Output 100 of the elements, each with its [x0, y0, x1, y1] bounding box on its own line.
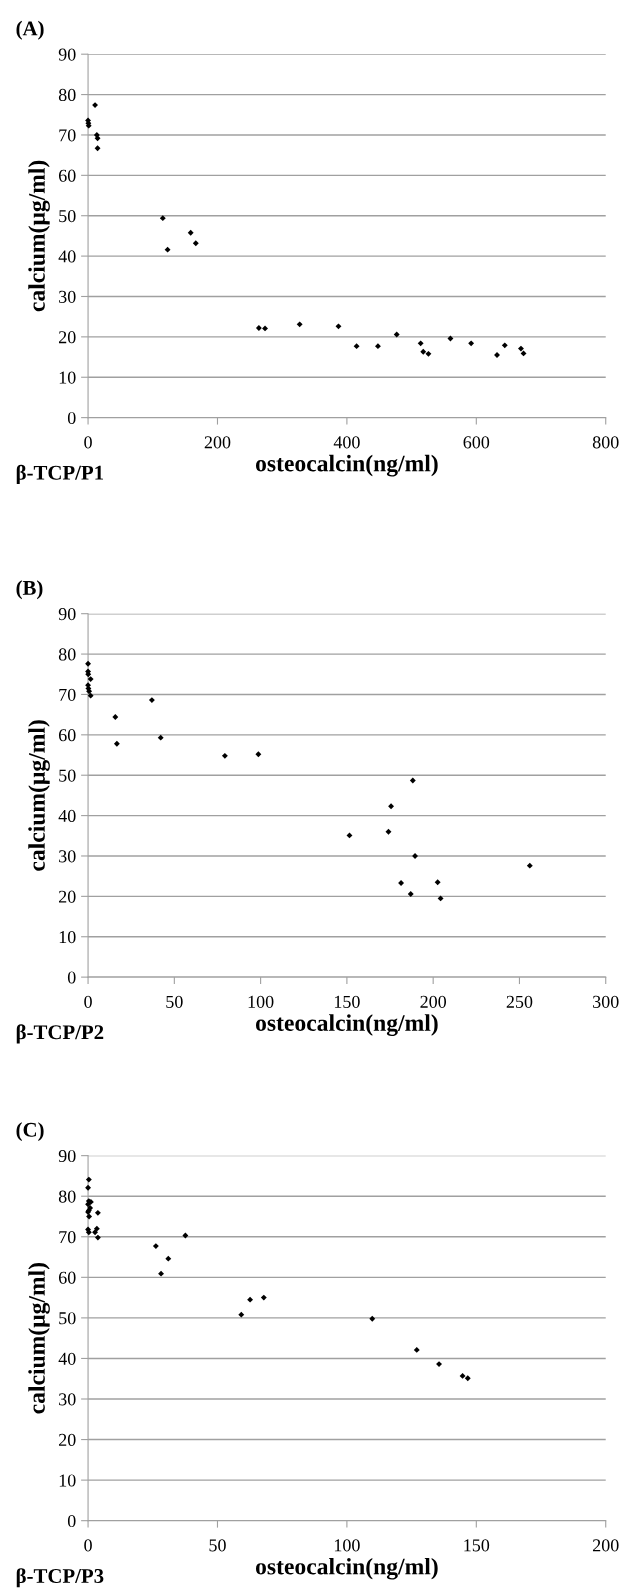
point: [436, 1361, 442, 1368]
point: [369, 1315, 376, 1322]
point: [87, 676, 94, 683]
point: [92, 1229, 98, 1236]
y-tick-label: 60: [58, 1271, 76, 1284]
x-tick-label: 0: [84, 436, 92, 449]
point: [459, 1372, 466, 1379]
x-tick-label: 200: [592, 1539, 619, 1552]
point: [464, 1375, 471, 1382]
x-tick-label: 100: [248, 995, 274, 1008]
point: [434, 879, 441, 886]
y-tick-label: 90: [58, 607, 76, 621]
y-tick-label: 90: [58, 1149, 76, 1163]
point: [375, 343, 381, 350]
y-tick-label: 20: [58, 1433, 76, 1446]
y-tick-label: 0: [67, 1514, 76, 1528]
point: [159, 215, 166, 222]
y-tick-label: 40: [58, 809, 76, 823]
point: [164, 246, 171, 253]
chart-title: (A): [16, 20, 44, 40]
point: [501, 342, 508, 349]
point: [407, 890, 414, 897]
y-tick-label: 10: [59, 371, 76, 384]
y-tick-label: 80: [58, 88, 76, 102]
y-tick-label: 10: [59, 1474, 76, 1487]
point: [526, 862, 533, 869]
point: [86, 1213, 93, 1220]
x-tick-label: 0: [84, 1539, 92, 1552]
x-axis-title: osteocalcin(ng/ml): [255, 454, 438, 477]
point: [113, 740, 120, 747]
x-tick-label: 250: [506, 995, 533, 1008]
point: [165, 1255, 172, 1262]
y-tick-label: 0: [67, 411, 76, 425]
point: [388, 803, 395, 810]
point: [518, 345, 524, 352]
point: [262, 325, 268, 332]
y-tick-label: 50: [59, 1312, 76, 1325]
point: [255, 751, 262, 758]
point: [346, 832, 353, 839]
x-axis-title: osteocalcin(ng/ml): [255, 1014, 438, 1036]
point: [112, 714, 119, 721]
y-tick-label: 30: [59, 850, 76, 863]
point: [158, 1270, 164, 1277]
text: β-TCP/P1: [16, 464, 104, 484]
y-tick-label: 10: [59, 931, 76, 944]
chart-title: (C): [16, 1122, 44, 1142]
point: [260, 1294, 267, 1301]
point: [520, 350, 527, 357]
point: [85, 1184, 92, 1191]
x-tick-label: 100: [334, 1539, 360, 1552]
y-tick-label: 50: [59, 209, 76, 223]
y-axis-title: calcium(μg/ml): [28, 160, 50, 312]
y-tick-label: 0: [67, 971, 76, 984]
x-tick-label: 150: [334, 995, 360, 1008]
y-tick-label: 20: [58, 890, 76, 903]
point: [94, 1234, 101, 1241]
point: [247, 1296, 254, 1303]
x-tick-label: 300: [593, 995, 619, 1008]
x-tick-label: 50: [166, 995, 183, 1008]
x-tick-label: 0: [84, 995, 92, 1008]
point: [94, 145, 101, 152]
x-tick-label: 800: [592, 436, 619, 449]
y-tick-label: 60: [58, 169, 76, 182]
y-tick-label: 30: [59, 290, 76, 303]
y-tick-label: 70: [59, 129, 76, 142]
x-tick-label: 150: [464, 1539, 490, 1552]
x-tick-label: 50: [209, 1539, 226, 1552]
text: β-TCP/P2: [16, 1024, 104, 1044]
point: [94, 1209, 101, 1216]
y-tick-label: 40: [58, 1352, 76, 1365]
y-tick-label: 80: [58, 648, 76, 661]
chart-title: (B): [16, 580, 43, 600]
point: [221, 752, 228, 759]
y-tick-label: 40: [58, 250, 76, 263]
point: [335, 323, 342, 330]
x-tick-label: 200: [204, 436, 231, 449]
y-tick-label: 30: [59, 1393, 76, 1406]
point: [413, 1346, 420, 1353]
point: [238, 1311, 245, 1318]
x-tick-label: 600: [463, 436, 490, 449]
y-tick-label: 20: [58, 331, 76, 344]
point: [85, 660, 92, 667]
x-tick-label: 400: [333, 436, 360, 449]
point: [85, 1176, 92, 1183]
point: [468, 340, 475, 347]
point: [255, 325, 262, 331]
y-tick-label: 70: [59, 688, 76, 701]
y-tick-label: 60: [58, 729, 76, 742]
y-tick-label: 80: [58, 1190, 76, 1203]
point: [385, 828, 392, 835]
point: [425, 350, 432, 357]
y-tick-label: 70: [59, 1231, 76, 1244]
x-axis-title: osteocalcin(ng/ml): [255, 1557, 438, 1580]
y-axis-title: calcium(μg/ml): [28, 720, 50, 871]
point: [353, 343, 360, 350]
text: β-TCP/P3: [16, 1568, 104, 1588]
point: [409, 777, 416, 784]
y-axis-title: calcium(μg/ml): [28, 1263, 50, 1414]
x-tick-label: 200: [420, 995, 447, 1008]
y-tick-label: 90: [58, 48, 76, 61]
